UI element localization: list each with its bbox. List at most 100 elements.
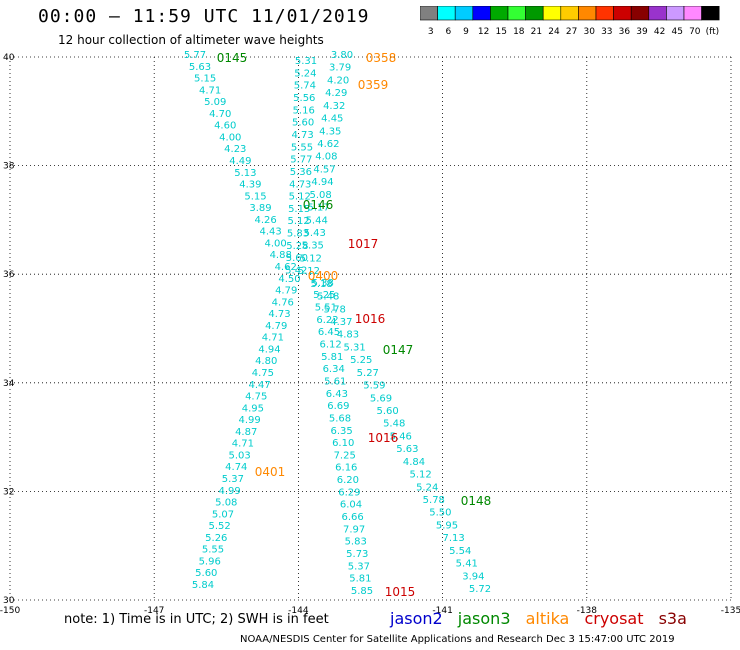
pass-time-label: 0400 — [308, 269, 339, 283]
colorbar-label: 18 — [513, 27, 525, 37]
wave-height-value: 5.24 — [294, 68, 316, 79]
wave-height-value: 5.12 — [300, 253, 322, 264]
colorbar-swatch — [648, 6, 667, 21]
wave-height-value: 6.22 — [316, 315, 338, 326]
wave-height-value: 4.71 — [199, 85, 221, 96]
colorbar-swatch — [454, 6, 474, 21]
wave-height-value: 7.13 — [442, 533, 464, 544]
page-title: 00:00 – 11:59 UTC 11/01/2019 — [38, 6, 370, 27]
longitude-tick-label: -147 — [144, 606, 164, 616]
legend-jason3: jason3 — [457, 609, 511, 628]
wave-height-value: 5.31 — [343, 342, 365, 353]
colorbar-swatch — [437, 6, 456, 21]
footnote: note: 1) Time is in UTC; 2) SWH is in fe… — [64, 612, 329, 627]
colorbar-swatch — [542, 6, 562, 21]
wave-height-value: 4.49 — [229, 156, 251, 167]
wave-height-value: 4.32 — [323, 101, 345, 112]
wave-height-value: 6.20 — [337, 475, 359, 486]
wave-height-value: 5.83 — [345, 537, 367, 548]
wave-height-value: 5.09 — [204, 97, 226, 108]
wave-height-value: 5.41 — [456, 559, 478, 570]
wave-height-value: 5.03 — [228, 450, 250, 461]
wave-height-value: 4.23 — [224, 144, 246, 155]
wave-height-value: 5.46 — [390, 431, 412, 442]
pass-time-label: 0358 — [366, 51, 397, 65]
wave-height-value: 6.29 — [338, 487, 360, 498]
satellite-legend: jason2 jason3 altika cryosat s3a — [390, 609, 697, 628]
wave-height-value: 4.08 — [315, 152, 337, 163]
wave-height-value: 4.70 — [209, 109, 231, 120]
wave-height-value: 5.38 — [312, 278, 334, 289]
wave-height-value: 5.25 — [350, 355, 372, 366]
wave-height-value: 4.43 — [259, 227, 281, 238]
latitude-tick-label: 34 — [3, 379, 15, 389]
longitude-tick-label: -135 — [721, 606, 740, 616]
wave-height-value: 5.78 — [423, 495, 445, 506]
colorbar-label: 30 — [583, 27, 595, 37]
wave-height-value: 5.74 — [294, 81, 316, 92]
wave-height-value: 5.42 — [285, 266, 307, 277]
wave-height-value: 7.25 — [334, 450, 356, 461]
wave-height-value: 7.97 — [343, 524, 365, 535]
wave-height-value: 4.71 — [262, 333, 284, 344]
wave-height-value: 4.99 — [238, 415, 260, 426]
wave-height-value: 5.26 — [205, 533, 227, 544]
wave-height-value: 4.29 — [325, 88, 347, 99]
colorbar-swatch — [683, 6, 702, 21]
wave-height-value: 5.12 — [287, 216, 309, 227]
pass-time-label: 0359 — [358, 78, 389, 92]
wave-height-value: 4.50 — [278, 274, 300, 285]
colorbar-label: 33 — [601, 27, 612, 37]
wave-height-value: 4.80 — [255, 356, 277, 367]
pass-time-label: 1016 — [368, 431, 399, 445]
latitude-tick-label: 30 — [3, 596, 15, 606]
pass-time-label: 0401 — [255, 465, 286, 479]
colorbar-swatch — [472, 6, 491, 21]
wave-height-value: 5.81 — [349, 574, 371, 585]
longitude-tick-label: -141 — [432, 606, 452, 616]
pass-time-label: 0148 — [461, 494, 492, 508]
wave-height-value: 4.00 — [219, 132, 241, 143]
credit-line: NOAA/NESDIS Center for Satellite Applica… — [240, 634, 675, 645]
wave-height-value: 5.84 — [192, 580, 214, 591]
wave-height-value: 5.63 — [396, 444, 418, 455]
wave-height-value: 5.51 — [315, 303, 337, 314]
wave-height-value: 6.45 — [318, 327, 340, 338]
wave-height-value: 4.35 — [319, 126, 341, 137]
wave-height-value: 4.79 — [275, 286, 297, 297]
wave-height-value: 3.80 — [331, 50, 353, 61]
longitude-tick-label: -138 — [577, 606, 598, 616]
colorbar-swatch — [578, 6, 597, 21]
wave-height-value: 5.27 — [357, 368, 379, 379]
wave-height-value: 5.48 — [383, 419, 405, 430]
colorbar-label: 42 — [654, 27, 665, 37]
wave-height-value: 4.95 — [242, 403, 264, 414]
wave-height-value: 5.37 — [222, 474, 244, 485]
wave-height-value: 4.39 — [239, 180, 261, 191]
colorbar-label: 39 — [636, 27, 648, 37]
wave-height-value: 5.50 — [429, 508, 451, 519]
wave-height-value: 5.60 — [286, 253, 308, 264]
wave-height-value: 4.73 — [289, 179, 311, 190]
wave-height-value: 5.68 — [329, 413, 351, 424]
wave-height-value: 5.37 — [348, 561, 370, 572]
wave-height-value: 5.56 — [293, 93, 315, 104]
wave-height-value: 4.84 — [403, 457, 425, 468]
wave-height-value: 5.73 — [346, 549, 368, 560]
wave-height-value: 6.34 — [323, 364, 345, 375]
wave-height-value: 4.74 — [225, 462, 247, 473]
wave-height-value: 6.43 — [326, 389, 348, 400]
wave-height-value: 4.75 — [252, 368, 274, 379]
wave-height-value: 6.12 — [319, 340, 341, 351]
wave-height-value: 5.44 — [306, 215, 328, 226]
wave-height-value: 3.94 — [462, 571, 484, 582]
colorbar-label: 45 — [671, 27, 682, 37]
wave-height-value: 5.17 — [307, 203, 329, 214]
wave-height-value: 5.72 — [469, 584, 491, 595]
pass-time-label: 0145 — [217, 51, 248, 65]
colorbar-swatch — [630, 6, 650, 21]
colorbar-label: (ft) — [706, 27, 720, 37]
colorbar-swatch — [507, 6, 526, 21]
wave-height-value: 5.83 — [287, 229, 309, 240]
